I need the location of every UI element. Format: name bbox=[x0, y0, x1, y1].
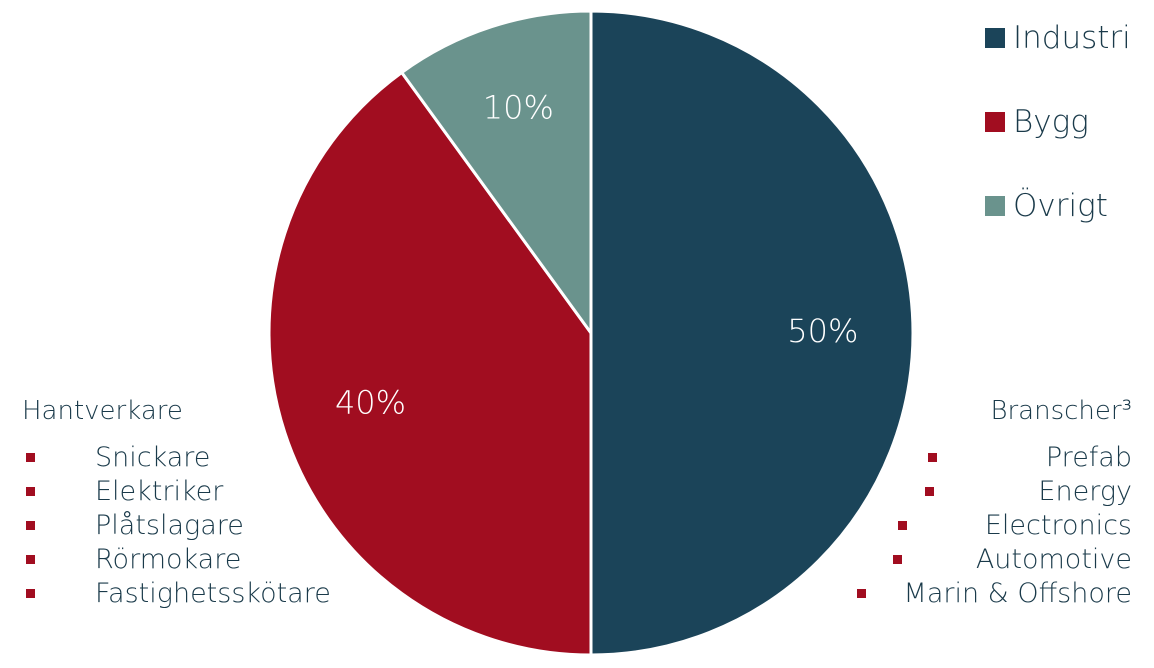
branscher-title: Branscher³ bbox=[990, 396, 1132, 426]
bullet-icon bbox=[928, 452, 938, 462]
hantverkare-title: Hantverkare bbox=[22, 396, 183, 426]
slice-value-label: 40% bbox=[335, 384, 406, 422]
legend: Industri Bygg Övrigt bbox=[985, 20, 1131, 272]
bullet-icon bbox=[26, 520, 35, 530]
list-item: Marin & Offshore bbox=[760, 576, 1132, 610]
bullet-icon bbox=[893, 554, 903, 564]
list-item: Plåtslagare bbox=[22, 508, 352, 542]
slice-value-label: 10% bbox=[483, 88, 554, 126]
list-item-label: Energy bbox=[1038, 475, 1132, 507]
legend-item-bygg: Bygg bbox=[985, 104, 1131, 140]
list-item-label: Rörmokare bbox=[95, 543, 242, 575]
list-item-label: Prefab bbox=[1045, 441, 1132, 473]
list-item: Fastighetsskötare bbox=[22, 576, 352, 610]
list-item: Electronics bbox=[760, 508, 1132, 542]
hantverkare-list: Hantverkare Snickare Elektriker Plåtslag… bbox=[22, 396, 352, 610]
legend-label-bygg: Bygg bbox=[1013, 104, 1089, 140]
legend-label-ovrigt: Övrigt bbox=[1013, 188, 1108, 224]
list-item-label: Marin & Offshore bbox=[903, 577, 1132, 609]
branscher-list: Branscher³ Prefab Energy Electronics Aut… bbox=[760, 396, 1132, 610]
pie-slice--vrigt bbox=[399, 9, 593, 338]
pie-slice-industri bbox=[589, 9, 915, 657]
list-item-label: Elektriker bbox=[95, 475, 224, 507]
slice-value-label: 50% bbox=[787, 312, 858, 350]
legend-label-industri: Industri bbox=[1013, 20, 1131, 56]
bullet-icon bbox=[26, 554, 35, 564]
bullet-icon bbox=[26, 452, 35, 462]
list-item: Energy bbox=[760, 474, 1132, 508]
list-item-label: Automotive bbox=[975, 543, 1132, 575]
list-item-label: Electronics bbox=[984, 509, 1132, 541]
legend-swatch-industri bbox=[985, 28, 1005, 48]
list-item: Rörmokare bbox=[22, 542, 352, 576]
bullet-icon bbox=[924, 486, 934, 496]
bullet-icon bbox=[26, 486, 35, 496]
list-item: Snickare bbox=[22, 440, 352, 474]
legend-swatch-ovrigt bbox=[985, 196, 1005, 216]
legend-item-industri: Industri bbox=[985, 20, 1131, 56]
list-item-label: Snickare bbox=[95, 441, 211, 473]
list-item-label: Fastighetsskötare bbox=[95, 577, 331, 609]
bullet-icon bbox=[897, 520, 907, 530]
bullet-icon bbox=[26, 588, 35, 598]
legend-swatch-bygg bbox=[985, 112, 1005, 132]
list-item: Automotive bbox=[760, 542, 1132, 576]
list-item: Elektriker bbox=[22, 474, 352, 508]
list-item: Prefab bbox=[760, 440, 1132, 474]
list-item-label: Plåtslagare bbox=[95, 509, 244, 541]
bullet-icon bbox=[857, 588, 867, 598]
legend-item-ovrigt: Övrigt bbox=[985, 188, 1131, 224]
pie-slice-bygg bbox=[267, 70, 593, 657]
